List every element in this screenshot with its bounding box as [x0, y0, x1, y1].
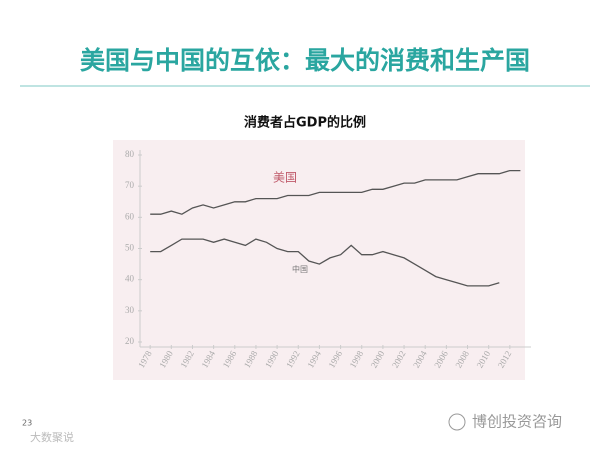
series-label: 中国 — [292, 264, 308, 274]
y-tick-label: 60 — [125, 211, 135, 221]
y-tick-label: 30 — [125, 305, 135, 315]
chart-background — [113, 140, 525, 380]
page-number: 23 — [22, 419, 32, 428]
watermark-right: 博创投资咨询 — [472, 413, 562, 431]
series-line — [150, 238, 500, 287]
series-line — [150, 169, 521, 215]
y-tick-label: 70 — [125, 180, 135, 190]
wechat-icon — [448, 413, 466, 431]
series-label: 美国 — [273, 171, 297, 185]
page-title: 美国与中国的互依：最大的消费和生产国 — [80, 46, 530, 75]
y-tick-label: 40 — [125, 274, 135, 284]
chart-title: 消费者占GDP的比例 — [244, 115, 366, 131]
watermark-left: 大数聚说 — [30, 430, 74, 444]
y-tick-label: 80 — [125, 149, 135, 159]
y-tick-label: 20 — [125, 336, 135, 346]
y-tick-label: 50 — [125, 243, 135, 253]
